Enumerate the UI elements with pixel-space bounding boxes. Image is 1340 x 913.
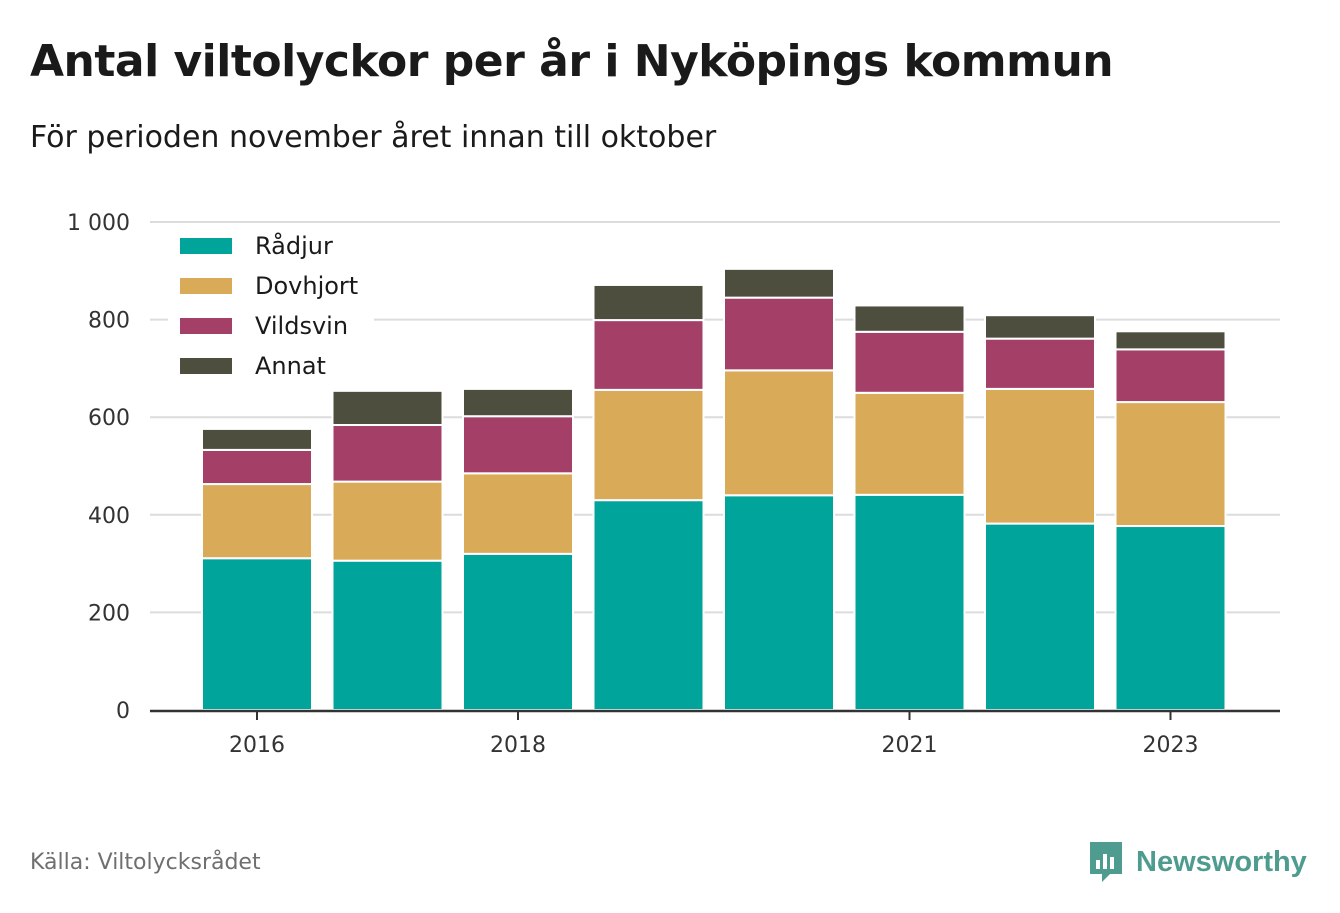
y-tick-label: 0 bbox=[116, 699, 130, 724]
bar-segment-rådjur bbox=[331, 559, 444, 711]
legend-label: Dovhjort bbox=[255, 272, 358, 300]
bar-segment-annat bbox=[201, 427, 313, 451]
source-note: Källa: Viltolycksrådet bbox=[30, 850, 261, 875]
legend-label: Vildsvin bbox=[255, 312, 348, 340]
bar-segment-vildsvin bbox=[853, 330, 966, 394]
bar-segment-vildsvin bbox=[462, 415, 574, 475]
bar-segment-rådjur bbox=[1114, 525, 1227, 711]
bar-segment-vildsvin bbox=[723, 296, 835, 372]
x-tick-label: 2021 bbox=[882, 733, 938, 758]
bar-segment-rådjur bbox=[201, 557, 313, 711]
legend-swatch-rådjur bbox=[180, 238, 232, 254]
bar-segment-dovhjort bbox=[1114, 401, 1227, 528]
bar-segment-rådjur bbox=[462, 552, 574, 711]
bar-segment-dovhjort bbox=[201, 483, 313, 560]
chart-title: Antal viltolyckor per år i Nyköpings kom… bbox=[30, 36, 1114, 87]
brand-logo: Newsworthy bbox=[1088, 840, 1307, 884]
y-tick-label: 1 000 bbox=[67, 211, 130, 236]
bar-segment-vildsvin bbox=[984, 337, 1096, 390]
stacked-bar-chart: 0 200 400 600 800 1 000 2016 2018 2021 2023 Rådjur… bbox=[67, 211, 1280, 758]
bar-segment-dovhjort bbox=[723, 369, 835, 497]
chart-subtitle: För perioden november året innan till ok… bbox=[30, 120, 717, 155]
y-tick-label: 600 bbox=[88, 406, 130, 431]
bar-segment-rådjur bbox=[853, 493, 966, 711]
bar-segment-vildsvin bbox=[592, 319, 705, 391]
bar-segment-dovhjort bbox=[462, 472, 574, 555]
bar-segment-annat bbox=[462, 387, 574, 418]
bar-segment-dovhjort bbox=[592, 388, 705, 502]
bar-segment-annat bbox=[853, 304, 966, 333]
y-tick-label: 200 bbox=[88, 601, 130, 626]
bar-segment-annat bbox=[592, 283, 705, 322]
legend-swatch-dovhjort bbox=[180, 278, 232, 294]
x-tick-label: 2016 bbox=[229, 733, 285, 758]
bar-segment-dovhjort bbox=[853, 391, 966, 496]
bar-segment-annat bbox=[1114, 330, 1227, 351]
bar-segment-annat bbox=[723, 267, 835, 299]
x-tick-label: 2018 bbox=[490, 733, 546, 758]
bar-segment-dovhjort bbox=[331, 480, 444, 562]
legend-label: Rådjur bbox=[255, 231, 333, 260]
bar-segment-rådjur bbox=[592, 499, 705, 711]
legend-swatch-annat bbox=[180, 358, 232, 374]
bar-segment-vildsvin bbox=[1114, 348, 1227, 404]
y-tick-label: 800 bbox=[88, 309, 130, 334]
bar-segment-annat bbox=[331, 389, 444, 427]
bar-segment-rådjur bbox=[984, 522, 1096, 712]
x-tick-label: 2023 bbox=[1143, 733, 1199, 758]
bar-chart-speech-bubble-icon bbox=[1090, 842, 1122, 882]
bar-segment-annat bbox=[984, 314, 1096, 340]
brand-name: Newsworthy bbox=[1136, 845, 1307, 878]
bar-segment-vildsvin bbox=[331, 424, 444, 483]
y-tick-label: 400 bbox=[88, 504, 130, 529]
legend-swatch-vildsvin bbox=[180, 318, 232, 334]
bar-segment-rådjur bbox=[723, 494, 835, 711]
bar-segment-dovhjort bbox=[984, 387, 1096, 525]
legend-label: Annat bbox=[255, 352, 326, 380]
bar-segment-vildsvin bbox=[201, 448, 313, 486]
